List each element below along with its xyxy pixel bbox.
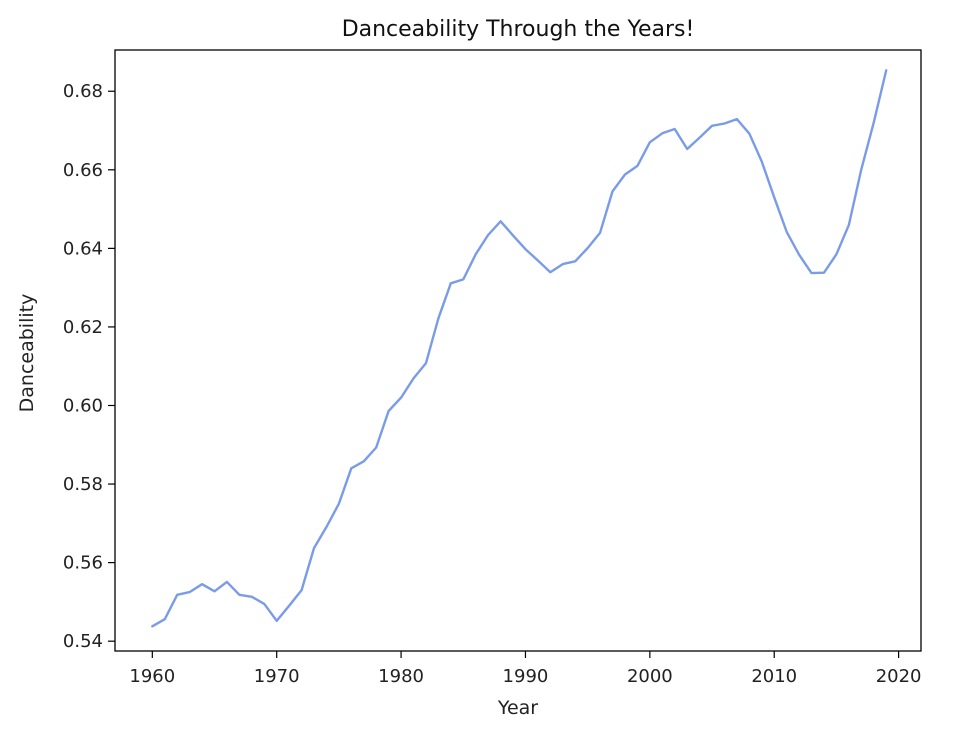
y-tick-label: 0.58 xyxy=(63,474,103,495)
x-tick-label: 1980 xyxy=(378,666,424,687)
x-tick-label: 2010 xyxy=(751,666,797,687)
chart-title: Danceability Through the Years! xyxy=(342,17,695,42)
x-tick-label: 1970 xyxy=(254,666,300,687)
x-axis: 1960 1970 1980 1990 2000 2010 2020 xyxy=(129,651,922,687)
y-axis: 0.54 0.56 0.58 0.60 0.62 0.64 0.66 0.68 xyxy=(63,81,115,652)
series-line xyxy=(151,69,888,628)
y-tick-label: 0.56 xyxy=(63,553,103,574)
y-tick-label: 0.64 xyxy=(63,238,103,259)
x-axis-label: Year xyxy=(497,697,538,719)
y-tick-label: 0.68 xyxy=(63,81,103,102)
y-tick-label: 0.54 xyxy=(63,631,103,652)
x-tick-label: 1990 xyxy=(503,666,549,687)
y-tick-label: 0.60 xyxy=(63,395,103,416)
y-axis-label: Danceability xyxy=(16,294,38,413)
y-tick-label: 0.62 xyxy=(63,317,103,338)
plot-frame xyxy=(114,49,922,652)
x-tick-label: 2020 xyxy=(876,666,922,687)
x-tick-label: 2000 xyxy=(627,666,673,687)
plot-area xyxy=(151,69,888,628)
y-tick-label: 0.66 xyxy=(63,160,103,181)
x-tick-label: 1960 xyxy=(129,666,175,687)
